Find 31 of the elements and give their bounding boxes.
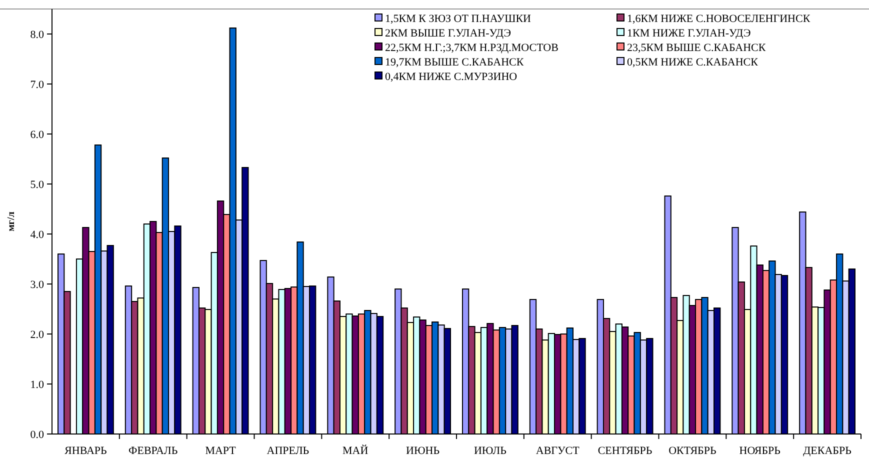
x-tick-label: МАРТ (205, 445, 236, 457)
y-tick-label: 5.0 (30, 178, 44, 191)
y-tick-label: 1.0 (30, 378, 44, 391)
y-tick-label: 6.0 (30, 128, 44, 141)
legend-label: 19,7КМ ВЫШЕ С.КАБАНСК (385, 56, 524, 68)
legend-label: 1КМ НИЖЕ Г.УЛАН-УДЭ (627, 27, 751, 40)
y-tick-label: 0.0 (30, 428, 44, 441)
legend-label: 1,6КМ НИЖЕ С.НОВОСЕЛЕНГИНСК (627, 12, 811, 25)
x-tick-label: ЯНВАРЬ (64, 445, 107, 457)
x-tick-label: НОЯБРЬ (739, 445, 780, 457)
x-tick-label: АПРЕЛЬ (266, 445, 310, 457)
legend-label: 1,5КМ К ЗЮЗ ОТ П.НАУШКИ (385, 12, 532, 25)
legend-label: 0,5КМ НИЖЕ С.КАБАНСК (627, 56, 759, 68)
x-tick-label: ДЕКАБРЬ (803, 445, 852, 457)
legend-label: 2КМ ВЫШЕ Г.УЛАН-УДЭ (385, 27, 512, 40)
x-tick-label: ОКТЯБРЬ (668, 445, 716, 457)
y-axis-title: мг/л (6, 211, 17, 232)
y-tick-label: 3.0 (30, 278, 44, 291)
legend-label: 23,5КМ ВЫШЕ С.КАБАНСК (627, 42, 766, 54)
y-tick-label: 7.0 (30, 78, 44, 91)
x-tick-label: ФЕВРАЛЬ (128, 445, 178, 457)
x-tick-label: ИЮНЬ (406, 445, 440, 457)
legend-label: 22,5КМ Н.Г.;3,7КМ Н.РЗД.МОСТОВ (385, 42, 558, 54)
y-tick-label: 2.0 (30, 328, 44, 341)
y-tick-label: 4.0 (30, 228, 44, 241)
legend-label: 0,4КМ НИЖЕ С.МУРЗИНО (385, 70, 518, 83)
x-tick-label: ИЮЛЬ (474, 445, 506, 457)
x-tick-label: МАЙ (342, 444, 368, 457)
x-tick-label: СЕНТЯБРЬ (598, 445, 652, 457)
x-tick-label: АВГУСТ (536, 445, 580, 457)
y-tick-label: 8.0 (30, 28, 44, 41)
